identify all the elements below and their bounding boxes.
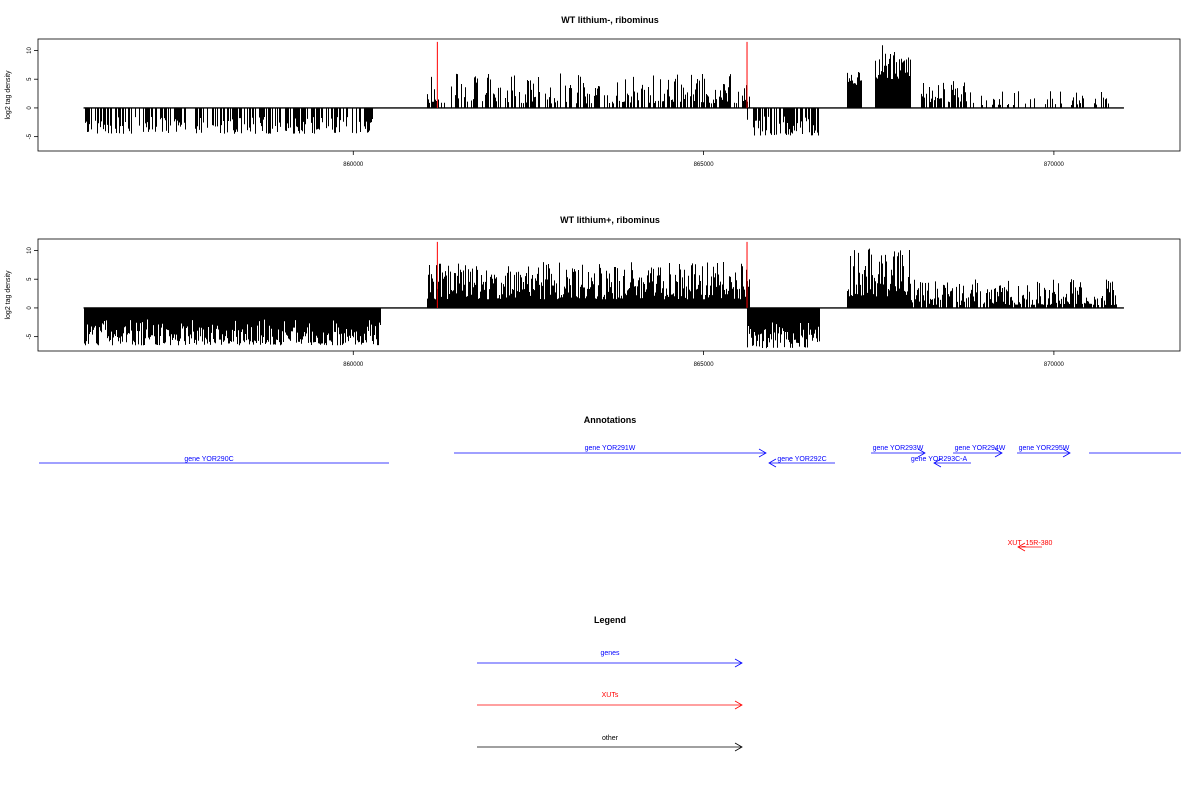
y-tick-label: -5: [27, 333, 33, 339]
legend-label: XUTs: [602, 692, 619, 699]
y-tick-label: 5: [27, 77, 33, 81]
x-tick-label: 865000: [694, 162, 715, 168]
xut-XUT_15R-380: XUT_15R-380: [1008, 540, 1053, 552]
x-tick-label: 860000: [343, 162, 364, 168]
y-axis-label: log2 tag density: [5, 270, 12, 320]
density-bars: [85, 45, 1109, 136]
coverage-bars-forward: [875, 45, 911, 108]
y-tick-label: -5: [27, 133, 33, 139]
gene-YOR290C: gene YOR290C: [39, 456, 389, 464]
gene-YOR292C: gene YOR292C: [768, 456, 835, 468]
x-tick-label: 860000: [343, 362, 364, 368]
gene-label: gene YOR292C: [777, 456, 826, 463]
red-markers: [436, 41, 748, 108]
y-axis: -5 0 5 10: [27, 46, 38, 139]
legend-label: other: [602, 735, 619, 742]
gene-label: gene YOR290C: [184, 456, 233, 463]
legend-title: Legend: [594, 615, 626, 625]
coverage-bars-forward: [847, 71, 862, 108]
coverage-bars-reverse: [84, 307, 381, 346]
gene-YOR291W: gene YOR291W: [454, 445, 767, 458]
legend-label: genes: [600, 650, 620, 657]
coverage-bars-forward: [966, 91, 1109, 108]
coverage-bars-reverse: [747, 107, 819, 136]
x-tick-label: 870000: [1044, 362, 1065, 368]
x-tick-label: 870000: [1044, 162, 1065, 168]
x-tick-label: 865000: [694, 362, 715, 368]
gene-label: gene YOR291W: [585, 445, 636, 452]
coverage-bars-forward: [921, 81, 967, 108]
coverage-bars-forward: [910, 279, 1117, 308]
coverage-bars-reverse: [747, 307, 820, 349]
gene-label: gene YOR293W: [873, 445, 924, 452]
annotations-title: Annotations: [584, 415, 637, 425]
gene-label: gene YOR295W: [1019, 445, 1070, 452]
y-tick-label: 0: [27, 106, 33, 110]
gene-YOR294W: gene YOR294W: [953, 445, 1006, 458]
track-panel-lithium-minus: WT lithium-, ribominus log2 tag density …: [5, 15, 1181, 168]
y-axis-label: log2 tag density: [5, 70, 12, 120]
gene-label: gene YOR294W: [955, 445, 1006, 452]
x-axis: 860000 865000 870000: [343, 151, 1065, 168]
xut-label: XUT_15R-380: [1008, 540, 1053, 547]
legend-item-xuts: XUTs: [477, 692, 743, 710]
coverage-bars-reverse: [85, 107, 373, 134]
legend-item-other: other: [477, 735, 743, 752]
plot-frame: [37, 238, 1181, 352]
panel-title: WT lithium-, ribominus: [561, 15, 659, 25]
plot-frame: [37, 38, 1181, 152]
y-tick-label: 0: [27, 306, 33, 310]
x-axis: 860000 865000 870000: [343, 351, 1065, 368]
gene-YOR295W: gene YOR295W: [1017, 445, 1071, 458]
red-markers: [436, 241, 748, 308]
gene-label: gene YOR293C-A: [911, 456, 968, 463]
coverage-bars-forward: [847, 248, 911, 308]
panel-title: WT lithium+, ribominus: [560, 215, 660, 225]
gene-YOR293C-A: gene YOR293C-A: [911, 456, 971, 468]
annotations-section: Annotations gene YOR290C gene YOR291W ge…: [39, 415, 1181, 552]
y-tick-label: 5: [27, 277, 33, 281]
coverage-bars-forward: [427, 262, 750, 308]
y-tick-label: 10: [27, 246, 33, 253]
legend-item-genes: genes: [477, 650, 743, 668]
y-tick-label: 10: [27, 46, 33, 53]
track-panel-lithium-plus: WT lithium+, ribominus log2 tag density …: [5, 215, 1181, 368]
legend: Legend genes XUTs other: [477, 615, 743, 752]
gene-YOR293W: gene YOR293W: [871, 445, 926, 458]
coverage-bars-forward: [427, 73, 750, 108]
y-axis: -5 0 5 10: [27, 246, 38, 339]
density-bars: [84, 248, 1117, 349]
